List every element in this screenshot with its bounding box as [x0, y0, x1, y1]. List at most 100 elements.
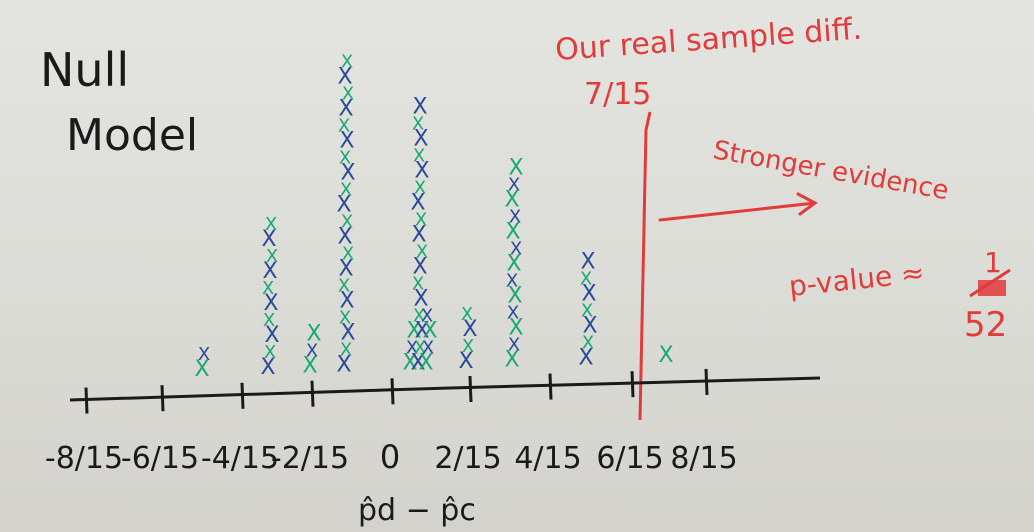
dot-plot-x-mark: X [337, 65, 352, 90]
dot-plot-x-mark: X [339, 129, 354, 154]
dot-plot-x-mark: X [582, 332, 594, 353]
dot-plot-x-mark: X [509, 207, 521, 228]
dot-plot-x-mark: X [260, 355, 275, 380]
dot-plot-x-mark: X [339, 308, 351, 329]
observed-value-label: 7/15 [584, 77, 651, 112]
dot-plot-x-mark: X [406, 338, 418, 359]
axis-tick [704, 368, 709, 395]
dot-plot-x-mark: X [421, 305, 433, 326]
dot-plot-x-mark: X [506, 252, 521, 277]
dot-plot-x-mark: X [336, 193, 351, 218]
dot-plot-x-mark: X [507, 284, 522, 309]
dot-plot-x-mark: X [414, 319, 429, 344]
dot-plot-x-mark: X [507, 303, 519, 324]
axis-variable-label: p̂d − p̂c [358, 493, 476, 528]
dot-plot-x-mark: X [414, 159, 429, 184]
dot-plot-x-mark: X [306, 322, 321, 347]
dot-plot-x-mark: X [414, 178, 426, 199]
dot-plot-x-mark: X [422, 318, 437, 343]
dot-plot-x-mark: X [412, 255, 427, 280]
dot-plot-x-mark: X [264, 323, 279, 348]
axis-tick-label: 2/15 [434, 441, 501, 476]
axis-tick-label: -4/15 [201, 441, 279, 476]
axis-tick [160, 385, 165, 412]
dot-plot-x-mark: X [415, 210, 427, 231]
dot-plot-x-mark: X [338, 116, 350, 137]
dot-plot-x-mark: X [338, 97, 353, 122]
dot-plot-x-mark: X [413, 287, 428, 312]
axis-tick-label: 0 [380, 438, 400, 476]
axis-tick [390, 378, 395, 405]
axis-tick-label: 8/15 [670, 441, 737, 476]
dot-plot-x-mark: X [458, 349, 473, 374]
dot-plot-x-mark: X [580, 268, 592, 289]
dot-plot-x-mark: X [504, 188, 519, 213]
dot-plot-x-mark: X [582, 313, 597, 338]
axis-tick-label: -2/15 [271, 441, 349, 476]
dot-plot-x-mark: X [412, 95, 427, 120]
dot-plot-x-mark: X [264, 342, 276, 363]
axis-tick-label: -8/15 [45, 441, 123, 476]
axis-tick-label: 6/15 [596, 441, 663, 476]
dot-plot-x-mark: X [462, 336, 474, 357]
dot-plot-x-mark: X [413, 306, 425, 327]
dot-plot-x-mark: X [508, 156, 523, 181]
right-arrow [658, 192, 818, 222]
dot-plot-x-mark: X [263, 310, 275, 331]
dot-plot-x-mark: X [508, 316, 523, 341]
dot-plot-x-mark: X [306, 341, 318, 362]
dot-plot-x-mark: X [341, 52, 353, 73]
dot-plot-x-mark: X [410, 191, 425, 216]
dot-plot-x-mark: X [410, 351, 425, 376]
axis-tick-label: -6/15 [121, 441, 199, 476]
dot-plot-x-mark: X [406, 319, 421, 344]
dot-plot-x-mark: X [194, 357, 209, 382]
dot-plot-x-mark: X [302, 354, 317, 379]
dot-plot-x-mark: X [342, 244, 354, 265]
p-value-prefix: p-value ≈ [787, 256, 926, 303]
dot-plot-x-mark: X [340, 340, 352, 361]
axis-tick-labels: -8/15-6/15 -4/15-2/15 0 2/15 4/15 6/15 8/15 [45, 438, 738, 476]
dot-plot-x-mark: X [341, 212, 353, 233]
dot-plot-x-mark: X [504, 348, 519, 373]
dot-plot-x-mark: X [340, 321, 355, 346]
dot-plot-x-mark: X [266, 246, 278, 267]
axis-tick [630, 371, 635, 398]
dot-plot-x-mark: X [658, 343, 673, 368]
axis-tick [310, 380, 315, 407]
dot-plot-marks: XXXXXXXXXXXXXXXXXXXXXXXXXXXXXXXXXXXXXXXX… [194, 52, 673, 382]
dot-plot-x-mark: X [412, 114, 424, 135]
dot-plot-x-mark: X [337, 225, 352, 250]
scribbled-out-mark [978, 280, 1006, 296]
dot-plot-x-mark: X [413, 146, 425, 167]
dot-plot-x-mark: X [411, 223, 426, 248]
p-value-denominator: 52 [964, 305, 1007, 345]
title-line-1: Null [40, 43, 129, 97]
dot-plot-x-mark: X [413, 127, 428, 152]
dot-plot-x-mark: X [402, 351, 417, 376]
title-line-2: Model [66, 110, 198, 161]
dot-plot-x-mark: X [262, 278, 274, 299]
dot-plot-x-mark: X [578, 345, 593, 370]
dot-plot-x-mark: X [510, 239, 522, 260]
axis-tick-label: 4/15 [514, 441, 581, 476]
dot-plot-x-mark: X [336, 353, 351, 378]
dot-plot-x-mark: X [580, 249, 595, 274]
dot-plot-x-mark: X [508, 335, 520, 356]
dot-plot-x-mark: X [265, 214, 277, 235]
dot-plot-x-mark: X [414, 338, 426, 359]
dot-plot-x-mark: X [338, 257, 353, 282]
dot-plot-x-mark: X [581, 300, 593, 321]
dot-plot-x-mark: X [505, 220, 520, 245]
axis-tick [548, 373, 553, 400]
dot-plot-x-mark: X [340, 161, 355, 186]
axis-tick [84, 387, 89, 414]
dot-plot-x-mark: X [412, 274, 424, 295]
dot-plot-x-mark: X [418, 350, 433, 375]
dot-plot-x-mark: X [462, 317, 477, 342]
dot-plot-x-mark: X [339, 289, 354, 314]
observed-annotation: Our real sample diff. [554, 12, 863, 68]
dot-plot-x-mark: X [508, 175, 520, 196]
